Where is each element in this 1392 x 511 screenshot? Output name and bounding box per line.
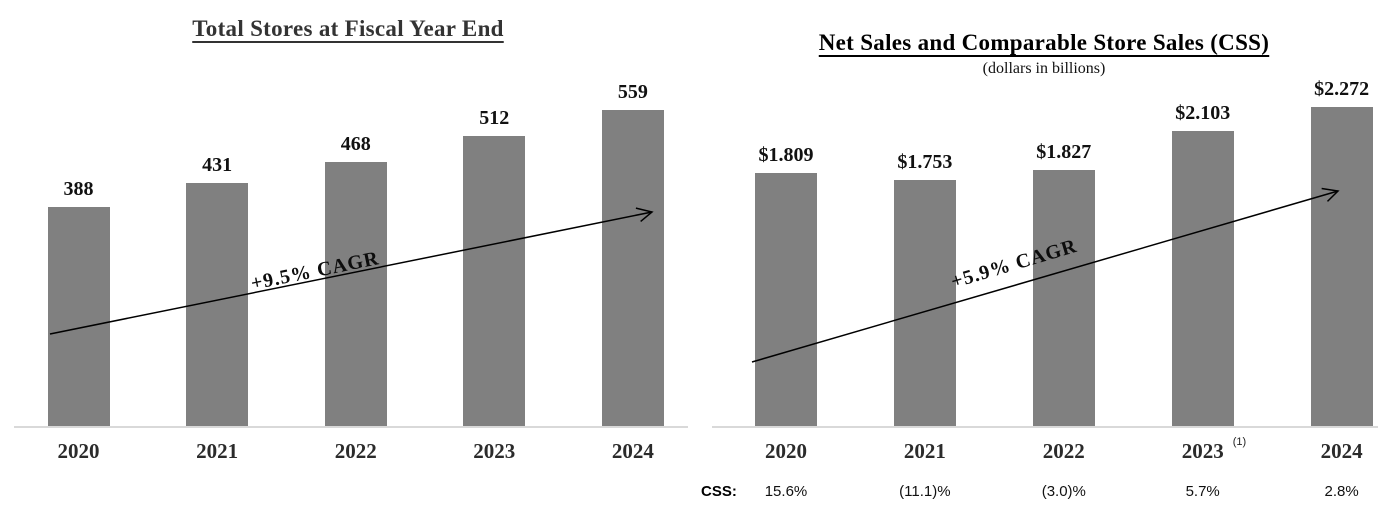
- bar-2020: [755, 173, 817, 428]
- total-stores-plot: 388 2020 431 2021 468 2022 512 2023 559 2024 +9.5%…: [14, 82, 688, 463]
- bar-value-label: 431: [202, 154, 233, 176]
- bar-2023: [463, 136, 526, 428]
- bar-2023: [1171, 131, 1234, 428]
- x-axis-label-2024: 2024: [1320, 439, 1363, 463]
- css-value-2023: 5.7%: [1185, 483, 1220, 500]
- x-axis-line: [14, 426, 688, 428]
- css-value-2020: 15.6%: [764, 483, 808, 500]
- net-sales-plot: $1.809 2020 15.6% $1.753 2021 (11.1)% $1.827 20…: [696, 0, 1392, 511]
- x-axis-label-2021: 2021: [903, 439, 946, 463]
- x-axis-label-2022: 2022: [334, 439, 377, 463]
- bar-2022: [324, 162, 387, 428]
- bar-value-label: $1.809: [758, 144, 814, 166]
- x-axis-label-2022: 2022: [1042, 439, 1085, 463]
- bar-2021: [186, 183, 249, 428]
- bar-value-label: $2.272: [1314, 78, 1370, 100]
- bar-value-label: $2.103: [1175, 102, 1231, 124]
- bar-value-label: 468: [340, 133, 371, 155]
- chart-subtitle: (dollars in billions): [982, 60, 1106, 77]
- bar-2024: [1310, 107, 1373, 428]
- css-value-2021: (11.1)%: [899, 483, 951, 500]
- x-axis-label-2023: 2023: [473, 439, 516, 463]
- x-axis-line: [712, 426, 1378, 428]
- x-axis-label-2024: 2024: [611, 439, 654, 463]
- chart-title: Total Stores at Fiscal Year End: [192, 16, 504, 41]
- bar-value-label: 559: [617, 81, 648, 103]
- x-axis-label-2021: 2021: [196, 439, 239, 463]
- bar-value-label: $1.827: [1036, 141, 1092, 163]
- x-axis-label-2020: 2020: [765, 439, 807, 463]
- css-value-2022: (3.0)%: [1041, 483, 1086, 500]
- bar-2020: [47, 207, 110, 428]
- bar-2021: [893, 180, 956, 428]
- bar-value-label: $1.753: [897, 151, 953, 173]
- chart-title: Net Sales and Comparable Store Sales (CS…: [818, 30, 1270, 55]
- x-axis-label-2020: 2020: [57, 439, 100, 463]
- bar-2024: [601, 110, 664, 428]
- css-row-label: CSS:: [701, 483, 737, 500]
- net-sales-css-chart-panel: Net Sales and Comparable Store Sales (CS…: [696, 0, 1392, 511]
- css-value-2024: 2.8%: [1324, 483, 1359, 500]
- bar-value-label: 512: [479, 107, 510, 129]
- bar-value-label: 388: [63, 178, 94, 200]
- total-stores-chart-panel: Total Stores at Fiscal Year End 388 2020 4…: [14, 16, 688, 463]
- x-axis-label-2023: 2023 (1): [1181, 436, 1247, 463]
- footnote-marker: (1): [1232, 436, 1247, 448]
- bar-2022: [1032, 170, 1095, 428]
